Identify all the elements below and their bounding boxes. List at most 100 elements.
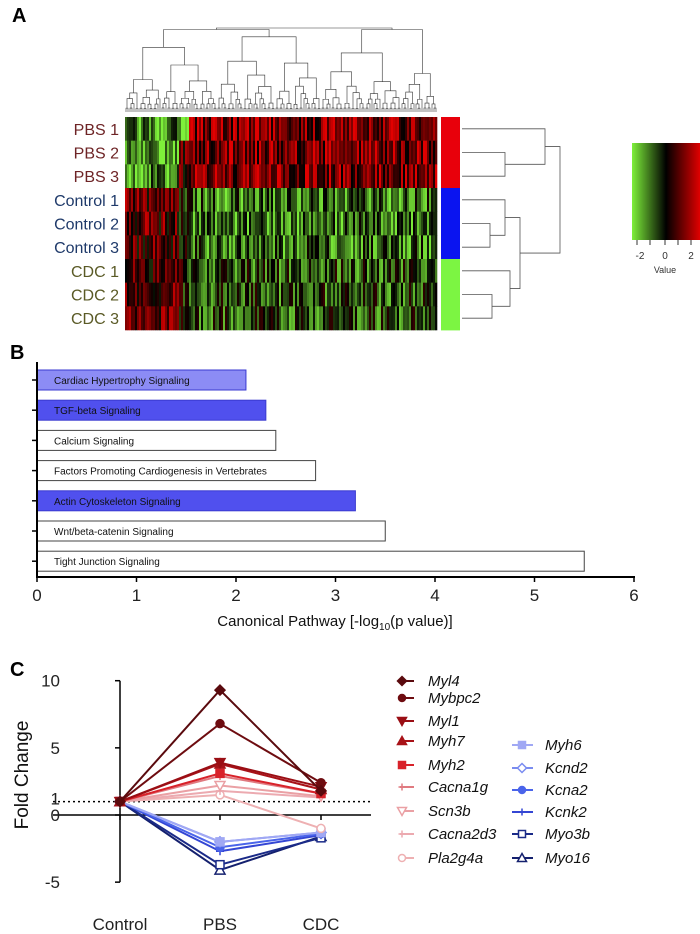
heatmap-cell bbox=[307, 235, 310, 260]
heatmap-cell bbox=[247, 259, 250, 283]
heatmap-cell bbox=[425, 188, 428, 212]
dendrogram-branch bbox=[384, 90, 397, 104]
heatmap-cell bbox=[215, 117, 218, 141]
heatmap-cell bbox=[361, 259, 364, 283]
heatmap-cell bbox=[337, 259, 340, 283]
heatmap-cell bbox=[409, 188, 412, 212]
heatmap-cell bbox=[295, 282, 298, 307]
heatmap-cell bbox=[283, 211, 286, 236]
heatmap-cell bbox=[141, 235, 144, 260]
heatmap-cell bbox=[303, 259, 306, 283]
heatmap-cell bbox=[393, 259, 396, 283]
column-dendrogram bbox=[125, 27, 437, 112]
heatmap-cell bbox=[401, 188, 404, 212]
heatmap-cell bbox=[127, 259, 130, 283]
heatmap-cell bbox=[245, 306, 248, 331]
heatmap-cell bbox=[407, 164, 410, 189]
heatmap-cell bbox=[143, 117, 146, 141]
heatmap-cell bbox=[263, 140, 266, 165]
heatmap-cell bbox=[405, 306, 408, 331]
data-point bbox=[398, 830, 406, 838]
heatmap-cell bbox=[375, 211, 378, 236]
heatmap-cell bbox=[423, 211, 426, 236]
heatmap-cell bbox=[287, 211, 290, 236]
heatmap-cell bbox=[299, 117, 302, 141]
heatmap-cell bbox=[217, 140, 220, 165]
heatmap-cell bbox=[305, 211, 308, 236]
heatmap-cell bbox=[235, 211, 238, 236]
heatmap-cell bbox=[269, 259, 272, 283]
heatmap-cell bbox=[131, 188, 134, 212]
heatmap-cell bbox=[181, 282, 184, 307]
heatmap-cell bbox=[413, 306, 416, 331]
heatmap-cell bbox=[295, 188, 298, 212]
heatmap-cell bbox=[361, 306, 364, 331]
legend-item: Kcnk2 bbox=[512, 804, 587, 821]
heatmap-cell bbox=[341, 282, 344, 307]
heatmap-cell bbox=[237, 164, 240, 189]
heatmap-cell bbox=[411, 282, 414, 307]
heatmap-cell bbox=[403, 164, 406, 189]
heatmap-cell bbox=[397, 282, 400, 307]
heatmap-cell bbox=[149, 117, 152, 141]
heatmap-cell bbox=[363, 282, 366, 307]
heatmap-cell bbox=[167, 164, 170, 189]
heatmap-cell bbox=[383, 188, 386, 212]
heatmap-cell bbox=[411, 235, 414, 260]
heatmap-cell bbox=[389, 259, 392, 283]
dendrogram-branch bbox=[271, 108, 275, 112]
heatmap-cell bbox=[245, 117, 248, 141]
heatmap-cell bbox=[417, 211, 420, 236]
heatmap-cell bbox=[351, 235, 354, 260]
heatmap-cell bbox=[391, 259, 394, 283]
heatmap-cell bbox=[323, 306, 326, 331]
heatmap-cell bbox=[365, 282, 368, 307]
heatmap-cell bbox=[293, 259, 296, 283]
heatmap-cell bbox=[435, 164, 438, 189]
heatmap-cell bbox=[363, 306, 366, 331]
heatmap-cell bbox=[169, 188, 172, 212]
heatmap-cell bbox=[381, 164, 384, 189]
heatmap-cell bbox=[207, 117, 210, 141]
heatmap-cell bbox=[387, 117, 390, 141]
line-legend: Myl4Mybpc2Myl1Myh7Myh2Cacna1gScn3bCacna2… bbox=[396, 673, 591, 867]
heatmap-cell bbox=[427, 164, 430, 189]
heatmap-cell bbox=[269, 164, 272, 189]
heatmap-cell bbox=[431, 117, 434, 141]
heatmap-cell bbox=[253, 164, 256, 189]
heatmap-cell bbox=[277, 140, 280, 165]
heatmap-cell bbox=[229, 164, 232, 189]
heatmap-cell bbox=[185, 140, 188, 165]
heatmap-cell bbox=[377, 140, 380, 165]
heatmap-cell bbox=[299, 282, 302, 307]
heatmap-cell bbox=[157, 211, 160, 236]
heatmap-cell bbox=[129, 259, 132, 283]
heatmap-cell bbox=[223, 259, 226, 283]
heatmap-cell bbox=[343, 235, 346, 260]
heatmap-cell bbox=[209, 282, 212, 307]
heatmap-cell bbox=[403, 117, 406, 141]
heatmap-cell bbox=[185, 188, 188, 212]
heatmap-cell bbox=[261, 117, 264, 141]
heatmap-cell bbox=[369, 306, 372, 331]
legend-item: Cacna1g bbox=[398, 779, 489, 796]
heatmap-cell bbox=[163, 211, 166, 236]
heatmap-cell bbox=[337, 211, 340, 236]
heatmap-cell bbox=[393, 282, 396, 307]
heatmap-cell bbox=[267, 235, 270, 260]
heatmap-cell bbox=[149, 259, 152, 283]
heatmap-cell bbox=[397, 117, 400, 141]
heatmap-cell bbox=[345, 211, 348, 236]
heatmap-cell bbox=[313, 164, 316, 189]
heatmap-cell bbox=[391, 164, 394, 189]
heatmap-cell bbox=[313, 259, 316, 283]
data-point bbox=[213, 780, 227, 792]
heatmap-cell bbox=[365, 188, 368, 212]
heatmap-cell bbox=[351, 259, 354, 283]
heatmap-cell bbox=[297, 306, 300, 331]
heatmap-cell bbox=[257, 235, 260, 260]
heatmap-cell bbox=[339, 164, 342, 189]
heatmap-cell bbox=[385, 164, 388, 189]
heatmap-cell bbox=[365, 164, 368, 189]
dendrogram-branch bbox=[397, 107, 401, 112]
